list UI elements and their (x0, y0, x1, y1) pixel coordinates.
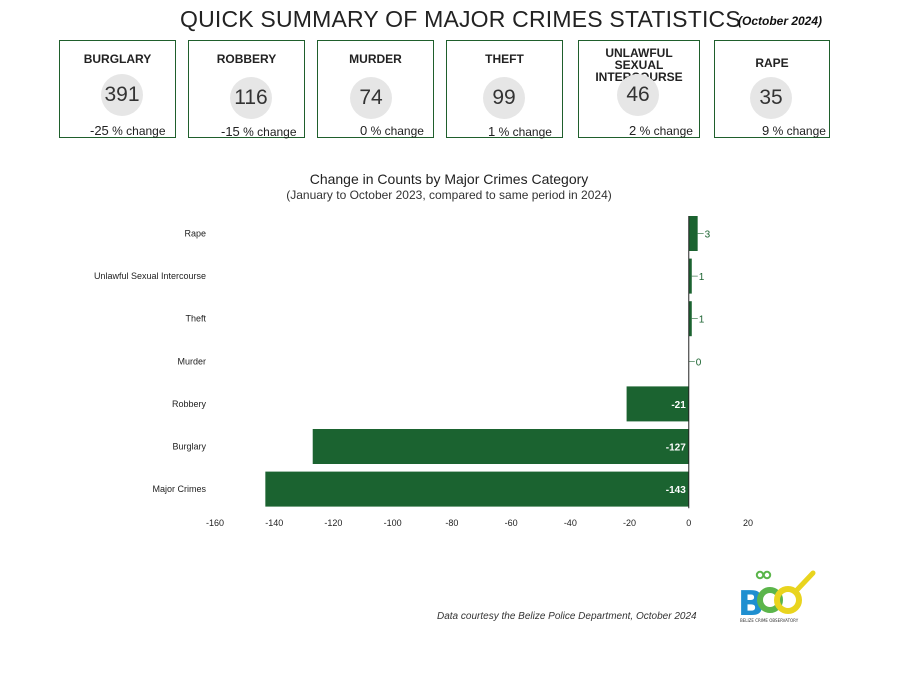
count-bubble: 74 (350, 77, 392, 119)
card-rape: RAPE 35 9 % change (714, 40, 830, 138)
bar (688, 301, 692, 337)
count-bubble: 391 (101, 74, 143, 116)
bar (688, 216, 698, 251)
change-value: 1 (488, 124, 496, 139)
category-label: Major Crimes (152, 484, 206, 494)
card-title: MURDER (349, 52, 402, 66)
x-tick-label: -80 (445, 518, 458, 528)
percent-change: -25 % change (90, 123, 166, 138)
percent-change: -15 % change (221, 124, 297, 139)
logo-caption: BELIZE CRIME OBSERVATORY (740, 618, 799, 623)
change-value: -25 (90, 123, 109, 138)
bar (626, 386, 689, 422)
x-tick-label: -140 (265, 518, 283, 528)
data-label: 3 (705, 230, 711, 241)
change-label: % change (498, 125, 552, 139)
count-bubble: 46 (617, 74, 659, 116)
x-tick-label: -60 (505, 518, 518, 528)
card-robbery: ROBBERY 116 -15 % change (188, 40, 305, 139)
change-label: % change (370, 124, 424, 138)
bar-chart: Rape 3 Unlawful Sexual Intercourse 1 Theft 1 M… (94, 216, 753, 528)
data-label: 1 (699, 315, 705, 326)
card-burglary: BURGLARY 391 -25 % change (59, 40, 176, 138)
data-label: 1 (699, 272, 705, 283)
count-bubble: 35 (750, 77, 792, 119)
chart-title: Change in Counts by Major Crimes Categor… (309, 171, 589, 187)
category-label: Theft (185, 314, 206, 324)
category-label: Unlawful Sexual Intercourse (94, 271, 206, 281)
x-tick-label: -100 (384, 518, 402, 528)
change-label: % change (112, 124, 166, 138)
percent-change: 1 % change (488, 124, 552, 139)
data-label: -127 (666, 443, 686, 454)
data-label: -143 (666, 485, 686, 496)
category-label: Burglary (172, 442, 206, 452)
card-title: UNLAWFUL SEXUAL INTERCOURSE (595, 46, 682, 83)
page-title: QUICK SUMMARY OF MAJOR CRIMES STATISTICS (180, 6, 741, 32)
x-tick-label: -20 (623, 518, 636, 528)
change-value: 9 (762, 123, 770, 138)
data-label: 0 (696, 357, 702, 368)
data-label: -21 (671, 400, 686, 411)
card-unlawful-sexual-intercourse: UNLAWFUL SEXUAL INTERCOURSE 46 2 % chang… (578, 40, 700, 138)
belize-crime-observatory-logo: B BELIZE CRIME OBSERVATORY (738, 570, 816, 624)
bar (265, 471, 689, 507)
percent-change: 9 % change (762, 123, 826, 138)
change-value: 2 (629, 123, 637, 138)
change-label: % change (243, 125, 297, 139)
card-title: BURGLARY (83, 52, 152, 66)
chart-subtitle: (January to October 2023, compared to sa… (286, 188, 612, 202)
percent-change: 0 % change (360, 123, 424, 138)
x-tick-label: 20 (743, 518, 753, 528)
logo-mark: B (738, 570, 816, 624)
category-label: Robbery (172, 399, 207, 409)
card-title: RAPE (755, 56, 789, 70)
card-title: THEFT (485, 52, 524, 66)
count-bubble: 99 (483, 77, 525, 119)
category-label: Rape (184, 229, 206, 239)
change-value: 0 (360, 123, 368, 138)
change-label: % change (772, 124, 826, 138)
x-tick-label: -160 (206, 518, 224, 528)
x-tick-label: 0 (686, 518, 691, 528)
count-bubble: 116 (230, 77, 272, 119)
category-label: Murder (177, 356, 206, 366)
x-tick-label: -40 (564, 518, 577, 528)
card-title: ROBBERY (216, 52, 277, 66)
report-date: (October 2024) (738, 14, 823, 28)
bar (312, 429, 689, 464)
data-credit: Data courtesy the Belize Police Departme… (437, 611, 697, 622)
change-label: % change (639, 124, 693, 138)
card-murder: MURDER 74 0 % change (317, 40, 434, 138)
card-theft: THEFT 99 1 % change (446, 40, 563, 139)
percent-change: 2 % change (629, 123, 693, 138)
bar (688, 258, 692, 294)
change-value: -15 (221, 124, 240, 139)
x-tick-label: -120 (324, 518, 342, 528)
